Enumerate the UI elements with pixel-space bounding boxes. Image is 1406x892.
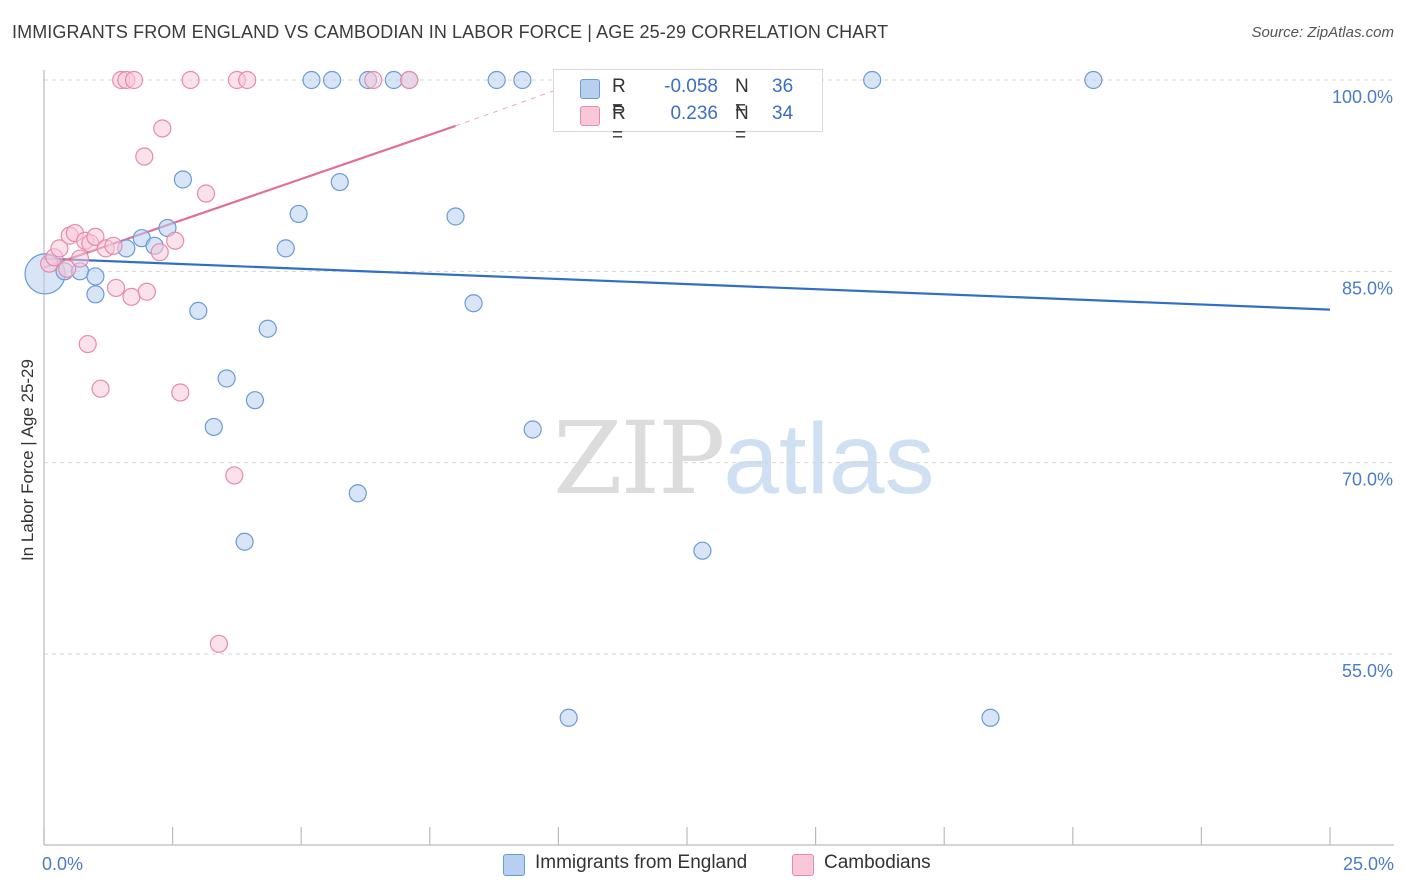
grid-layer: [44, 79, 1394, 655]
y-tick-label-1: 85.0%: [1342, 278, 1393, 298]
cambodian-point-23: [166, 231, 185, 250]
england-point-35: [1084, 70, 1103, 90]
england-point-19: [322, 70, 342, 90]
england-point-34: [981, 708, 1000, 727]
england-point-4: [86, 285, 105, 304]
cambodian-point-6: [70, 249, 90, 268]
cambodian-point-14: [106, 278, 126, 298]
legend-n-value: 36: [772, 76, 794, 97]
england-point-23: [384, 70, 403, 90]
y-tick-label-3: 55.0%: [1342, 661, 1393, 681]
series-label-cambodians: Cambodians: [824, 852, 931, 873]
england-point-13: [235, 532, 254, 551]
cambodian-point-3: [58, 259, 77, 278]
legend-swatch-england: [580, 79, 600, 99]
series-label-england: Immigrants from England: [535, 852, 748, 873]
y-tick-label-2: 70.0%: [1342, 470, 1393, 490]
england-point-16: [276, 239, 295, 258]
cambodian-point-20: [137, 282, 156, 301]
england-point-28: [513, 70, 532, 90]
cambodian-point-21: [153, 119, 172, 138]
england-point-21: [348, 484, 367, 503]
stats-legend: R = -0.058 N = 36 R = 0.236 N = 34: [553, 69, 823, 146]
england-point-29: [523, 420, 542, 439]
england-point-3: [86, 267, 105, 286]
cambodian-point-2: [50, 239, 69, 258]
cambodian-point-8: [78, 334, 97, 354]
chart-title: IMMIGRANTS FROM ENGLAND VS CAMBODIAN IN …: [12, 22, 889, 42]
legend-n-value: 34: [772, 103, 794, 124]
england-point-12: [217, 369, 236, 388]
cambodian-point-25: [181, 70, 200, 90]
england-point-17: [289, 204, 308, 224]
england-point-32: [693, 541, 712, 560]
legend-n-label: N =: [735, 103, 749, 146]
cambodian-point-24: [171, 383, 190, 402]
cambodian-point-18: [124, 70, 144, 90]
series-swatch-england: [503, 854, 525, 876]
series-swatch-cambodians: [792, 854, 814, 876]
legend-r-value: 0.236: [670, 103, 718, 124]
trend-line-0: [43, 257, 1331, 311]
legend-n-label: N =: [735, 76, 749, 119]
england-point-11: [204, 417, 223, 437]
cambodian-point-31: [364, 70, 383, 90]
point-layer: [24, 70, 1103, 727]
cambodian-point-27: [209, 634, 228, 653]
cambodian-point-26: [196, 184, 216, 203]
source-label: Source: ZipAtlas.com: [1251, 24, 1394, 41]
tick-layer: 100.0% 85.0% 70.0% 55.0% 0.0% 25.0%: [42, 87, 1394, 874]
england-point-33: [863, 70, 882, 90]
series-legend: Immigrants from England Cambodians: [0, 852, 1406, 878]
england-point-30: [559, 708, 578, 727]
cambodian-point-22: [150, 243, 169, 262]
watermark: ZIPatlas: [553, 400, 935, 517]
cambodian-point-19: [135, 147, 154, 166]
x-tick-label-0: 0.0%: [42, 854, 83, 874]
england-point-18: [302, 70, 321, 90]
cambodian-point-13: [104, 236, 123, 255]
cambodian-point-10: [86, 227, 105, 246]
england-point-9: [173, 170, 192, 189]
england-point-27: [487, 70, 506, 90]
cambodian-point-28: [225, 466, 244, 485]
england-point-10: [189, 301, 208, 320]
england-point-20: [330, 172, 349, 192]
legend-swatch-cambodians: [580, 106, 600, 126]
watermark-zip: ZIP: [553, 400, 725, 517]
cambodian-point-11: [91, 379, 110, 398]
cambodian-point-32: [400, 70, 419, 90]
england-point-14: [245, 391, 265, 410]
axis-layer: [43, 70, 1394, 846]
cambodian-point-30: [238, 70, 257, 90]
x-tick-label-1: 25.0%: [1343, 854, 1394, 874]
cambodian-point-17: [122, 287, 141, 306]
legend-r-label: R =: [612, 103, 626, 146]
y-tick-label-0: 100.0%: [1332, 87, 1393, 107]
england-point-26: [464, 294, 483, 313]
watermark-atlas: atlas: [723, 403, 935, 515]
legend-r-label: R =: [612, 76, 626, 119]
england-point-15: [258, 319, 277, 338]
england-point-25: [446, 207, 465, 226]
legend-r-value: -0.058: [664, 76, 718, 97]
